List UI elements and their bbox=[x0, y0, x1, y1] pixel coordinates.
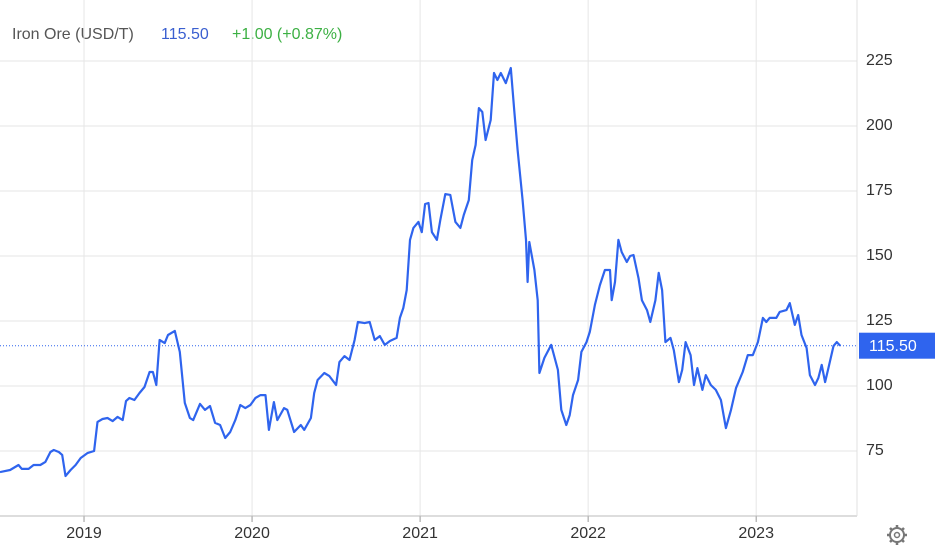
y-tick-label: 75 bbox=[866, 442, 884, 459]
y-tick-label: 100 bbox=[866, 377, 893, 394]
y-tick-label: 150 bbox=[866, 247, 893, 264]
y-tick-label: 225 bbox=[866, 52, 893, 69]
price-line bbox=[0, 66, 841, 478]
chart-title: Iron Ore (USD/T) bbox=[12, 26, 134, 43]
x-tick-label: 2021 bbox=[402, 525, 438, 542]
gear-teeth bbox=[887, 525, 907, 545]
x-tick-label: 2019 bbox=[66, 525, 102, 542]
change-header: +1.00 (+0.87%) bbox=[232, 26, 342, 43]
price-header: 115.50 bbox=[161, 26, 209, 43]
y-tick-label: 175 bbox=[866, 182, 893, 199]
price-box bbox=[859, 332, 935, 359]
gear-ring bbox=[889, 527, 905, 543]
x-tick-label: 2022 bbox=[570, 525, 606, 542]
x-tick-label: 2023 bbox=[738, 525, 774, 542]
y-tick-label: 125 bbox=[866, 312, 893, 329]
gear-hub bbox=[893, 531, 901, 539]
y-tick-label: 200 bbox=[866, 117, 893, 134]
x-tick-label: 2020 bbox=[234, 525, 270, 542]
settings-icon[interactable] bbox=[887, 525, 907, 545]
price-box-label: 115.50 bbox=[869, 338, 917, 355]
